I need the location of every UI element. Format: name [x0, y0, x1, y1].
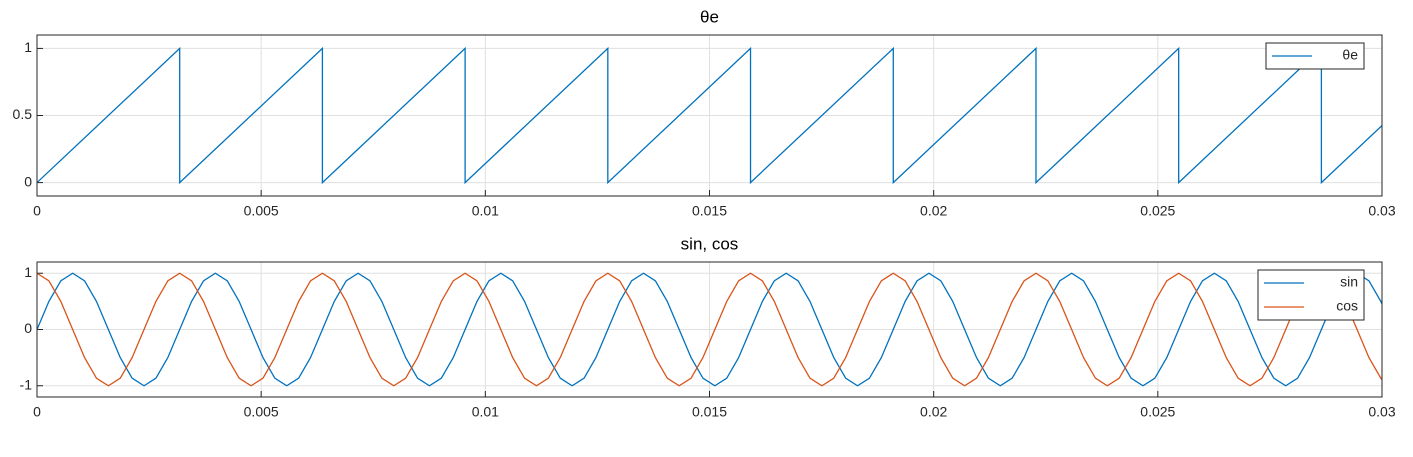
series-line [37, 272, 1382, 387]
chart-title: θe [700, 7, 719, 26]
x-tick-label: 0.01 [472, 203, 499, 219]
x-tick-label: 0.01 [472, 404, 499, 420]
y-tick-label: 0 [24, 173, 32, 189]
axes-box [36, 34, 1383, 197]
y-tick-label: 0.5 [13, 106, 33, 122]
x-tick-label: 0.015 [692, 404, 727, 420]
x-tick-label: 0.005 [244, 203, 279, 219]
x-tick-label: 0.03 [1368, 203, 1395, 219]
x-tick-label: 0.03 [1368, 404, 1395, 420]
y-tick-label: -1 [20, 376, 33, 392]
legend-box [1257, 269, 1365, 321]
axes-box [36, 261, 1383, 398]
y-tick-label: 1 [24, 39, 32, 55]
x-tick-label: 0 [33, 203, 41, 219]
series-line [37, 272, 1382, 387]
x-tick-label: 0.025 [1140, 203, 1175, 219]
legend-label: θe [1342, 47, 1358, 63]
x-tick-label: 0.025 [1140, 404, 1175, 420]
legend-label: cos [1336, 298, 1358, 314]
x-tick-label: 0.015 [692, 203, 727, 219]
series-line [37, 46, 1382, 185]
x-tick-label: 0.02 [920, 404, 947, 420]
x-tick-label: 0.005 [244, 404, 279, 420]
y-tick-label: 0 [24, 320, 32, 336]
chart-title: sin, cos [681, 234, 739, 253]
legend-label: sin [1340, 274, 1358, 290]
x-tick-label: 0 [33, 404, 41, 420]
x-tick-label: 0.02 [920, 203, 947, 219]
y-tick-label: 1 [24, 264, 32, 280]
